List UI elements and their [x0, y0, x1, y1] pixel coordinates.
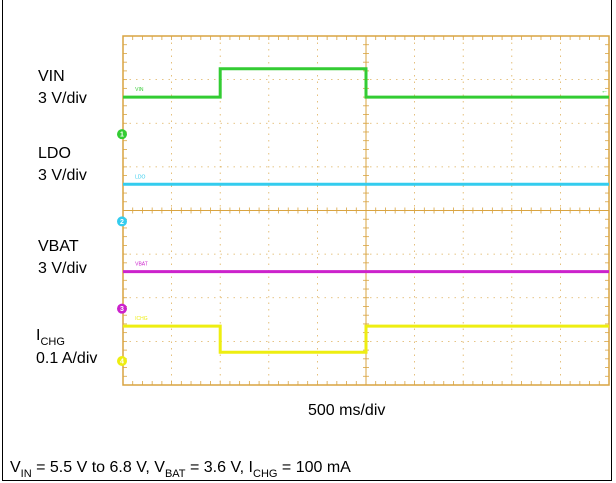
ldo-name: LDO [38, 145, 71, 162]
ldo-channel-label: LDO 3 V/div [38, 143, 87, 187]
channel-3-marker-number: 3 [120, 306, 124, 313]
channel-4-marker-number: 4 [120, 359, 124, 366]
ldo-scale: 3 V/div [38, 167, 87, 184]
vbat-name: VBAT [38, 238, 79, 255]
channel-2-ground-marker [117, 216, 127, 227]
trace-vin [123, 67, 609, 99]
scope-grid [122, 35, 610, 386]
channel-markers: 1 2 3 4 [117, 129, 127, 367]
test-conditions-caption: VIN = 5.5 V to 6.8 V, VBAT = 3.6 V, ICHG… [10, 459, 351, 480]
time-scale-label: 500 ms/div [308, 402, 386, 419]
channel-1-ground-marker [117, 129, 127, 140]
channel-2-marker-number: 2 [120, 219, 124, 226]
trace-label-ichg: ICHG [135, 316, 148, 322]
ichg-channel-label: ICHG 0.1 A/div [36, 325, 97, 370]
trace-ichg [123, 324, 609, 354]
vbat-channel-label: VBAT 3 V/div [38, 236, 87, 280]
channel-3-ground-marker [117, 303, 127, 314]
vbat-scale: 3 V/div [38, 260, 87, 277]
channel-4-ground-marker [117, 356, 127, 367]
vin-scale: 3 V/div [38, 90, 87, 107]
vin-end-arrow-icon: ← [601, 88, 608, 95]
trace-label-vbat: VBAT [135, 262, 148, 268]
ichg-name: ICHG [36, 327, 65, 348]
vin-name: VIN [38, 68, 65, 85]
scope-traces: VIN LDO VBAT ICHG ← [123, 67, 609, 354]
trace-label-ldo: LDO [135, 174, 145, 180]
trace-label-vin: VIN [135, 87, 144, 93]
ichg-scale: 0.1 A/div [36, 350, 98, 367]
vin-channel-label: VIN 3 V/div [38, 66, 87, 110]
channel-1-marker-number: 1 [120, 132, 124, 139]
